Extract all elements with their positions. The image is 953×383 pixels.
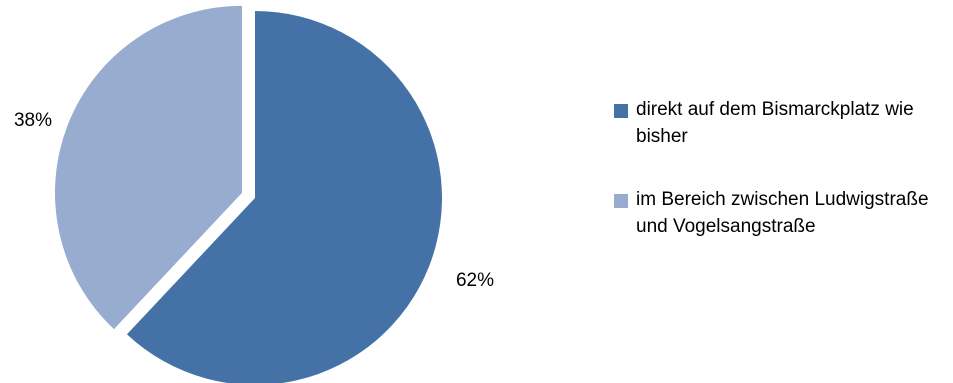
legend-item-0: direkt auf dem Bismarckplatz wie bisher <box>612 96 947 150</box>
chart-legend: direkt auf dem Bismarckplatz wie bisher … <box>612 96 947 240</box>
legend-label-0: direkt auf dem Bismarckplatz wie bisher <box>636 99 914 147</box>
legend-swatch-1 <box>614 194 628 208</box>
legend-swatch-0 <box>614 104 628 118</box>
slice-1-data-label: 38% <box>14 110 52 131</box>
pie-slice-0 <box>126 11 442 383</box>
pie-slices <box>54 5 442 383</box>
slice-0-data-label: 62% <box>456 270 494 291</box>
pie-slice-1 <box>54 5 242 330</box>
legend-label-1: im Bereich zwischen Ludwigstraße und Vog… <box>636 189 929 237</box>
legend-item-1: im Bereich zwischen Ludwigstraße und Vog… <box>612 186 947 240</box>
